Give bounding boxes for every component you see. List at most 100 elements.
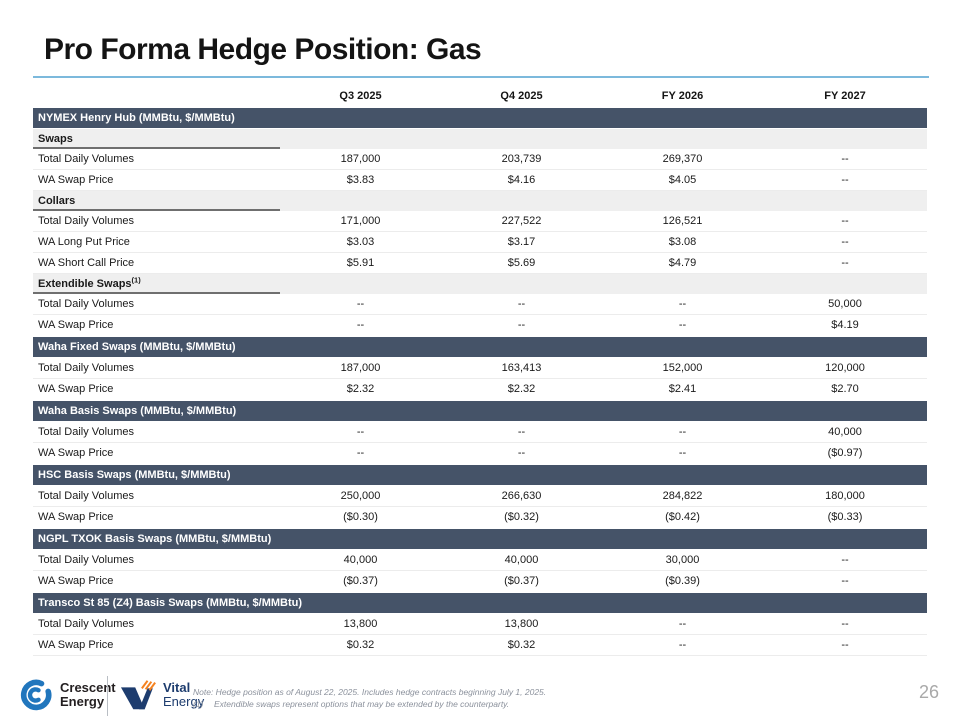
- row-label: Total Daily Volumes: [33, 485, 280, 507]
- row-value: 269,370: [602, 149, 763, 170]
- row-value: $2.32: [280, 378, 441, 401]
- row-value: 40,000: [280, 549, 441, 571]
- row-label: Total Daily Volumes: [33, 294, 280, 315]
- footnote-marker: (1): [193, 699, 204, 710]
- data-row: WA Swap Price ($0.37) ($0.37) ($0.39) --: [33, 570, 927, 593]
- row-value: --: [763, 570, 927, 593]
- row-value: $3.17: [441, 231, 602, 253]
- row-value: --: [441, 421, 602, 443]
- row-value: 40,000: [763, 421, 927, 443]
- row-value: 30,000: [602, 549, 763, 571]
- row-value: $5.91: [280, 252, 441, 274]
- footer-note: Note: Hedge position as of August 22, 20…: [193, 686, 546, 711]
- group-label: Extendible Swaps: [38, 278, 132, 290]
- group-underline: [33, 292, 280, 294]
- group-label: Collars: [38, 195, 76, 207]
- row-label: Total Daily Volumes: [33, 421, 280, 443]
- row-value: --: [763, 169, 927, 191]
- row-value: ($0.37): [441, 570, 602, 593]
- row-value: --: [763, 211, 927, 232]
- row-value: 180,000: [763, 485, 927, 507]
- row-label: WA Swap Price: [33, 506, 280, 529]
- row-value: --: [280, 314, 441, 337]
- row-value: $0.32: [280, 634, 441, 656]
- section-row: Transco St 85 (Z4) Basis Swaps (MMBtu, $…: [33, 591, 927, 614]
- row-value: 126,521: [602, 211, 763, 232]
- row-value: --: [602, 314, 763, 337]
- section-label: HSC Basis Swaps (MMBtu, $/MMBtu): [38, 469, 231, 481]
- hedge-table-body: NYMEX Henry Hub (MMBtu, $/MMBtu) Swaps Tot…: [33, 106, 927, 656]
- data-row: Total Daily Volumes 250,000 266,630 284,822…: [33, 485, 927, 507]
- column-header-row: Q3 2025 Q4 2025 FY 2026 FY 2027: [33, 86, 927, 107]
- row-value: --: [602, 634, 763, 656]
- hedge-position-table-container: Q3 2025 Q4 2025 FY 2026 FY 2027 NYMEX He…: [33, 86, 927, 656]
- row-value: 152,000: [602, 357, 763, 379]
- row-value: 203,739: [441, 149, 602, 170]
- row-value: 40,000: [441, 549, 602, 571]
- section-row: NYMEX Henry Hub (MMBtu, $/MMBtu): [33, 106, 927, 129]
- section-label: Transco St 85 (Z4) Basis Swaps (MMBtu, $…: [38, 597, 303, 609]
- section-label: Waha Basis Swaps (MMBtu, $/MMBtu): [38, 405, 237, 417]
- row-label: WA Swap Price: [33, 634, 280, 656]
- row-value: 250,000: [280, 485, 441, 507]
- section-label: Waha Fixed Swaps (MMBtu, $/MMBtu): [38, 341, 236, 353]
- data-row: WA Short Call Price $5.91 $5.69 $4.79 --: [33, 252, 927, 274]
- row-value: 187,000: [280, 149, 441, 170]
- row-value: ($0.37): [280, 570, 441, 593]
- footnote-text: Extendible swaps represent options that …: [214, 699, 510, 710]
- crescent-logo-line1: Crescent: [60, 680, 116, 696]
- group-row: Extendible Swaps(1): [33, 273, 927, 294]
- data-row: WA Swap Price $2.32 $2.32 $2.41 $2.70: [33, 378, 927, 401]
- data-row: Total Daily Volumes 171,000 227,522 126,521…: [33, 211, 927, 232]
- data-row: Total Daily Volumes 187,000 203,739 269,370…: [33, 149, 927, 170]
- row-value: --: [602, 294, 763, 315]
- row-value: --: [763, 231, 927, 253]
- section-label: NYMEX Henry Hub (MMBtu, $/MMBtu): [38, 112, 235, 124]
- vital-energy-logo: Vital Energy: [120, 679, 204, 711]
- section-row: NGPL TXOK Basis Swaps (MMBtu, $/MMBtu): [33, 527, 927, 550]
- row-label: WA Short Call Price: [33, 252, 280, 274]
- data-row: Total Daily Volumes 13,800 13,800 -- --: [33, 613, 927, 635]
- data-row: Total Daily Volumes 187,000 163,413 152,000…: [33, 357, 927, 379]
- footer-note-line2: (1) Extendible swaps represent options t…: [193, 698, 546, 710]
- section-header: Waha Fixed Swaps (MMBtu, $/MMBtu): [33, 335, 927, 358]
- vital-logo-line1: Vital: [163, 680, 191, 696]
- page-number: 26: [918, 682, 939, 702]
- section-header: NGPL TXOK Basis Swaps (MMBtu, $/MMBtu): [33, 527, 927, 550]
- section-header: NYMEX Henry Hub (MMBtu, $/MMBtu): [33, 106, 927, 129]
- data-row: Total Daily Volumes -- -- -- 50,000: [33, 294, 927, 315]
- data-row: WA Swap Price $3.83 $4.16 $4.05 --: [33, 169, 927, 191]
- group-underline: [33, 209, 280, 211]
- row-value: $4.79: [602, 252, 763, 274]
- vital-energy-logo-icon: [120, 680, 156, 710]
- data-row: WA Swap Price -- -- -- ($0.97): [33, 442, 927, 465]
- row-value: --: [280, 442, 441, 465]
- page-title: Pro Forma Hedge Position: Gas: [44, 33, 482, 66]
- column-header-q4-2025: Q4 2025: [500, 90, 543, 102]
- section-header: Transco St 85 (Z4) Basis Swaps (MMBtu, $…: [33, 591, 927, 614]
- row-value: 50,000: [763, 294, 927, 315]
- row-value: 266,630: [441, 485, 602, 507]
- row-value: $0.32: [441, 634, 602, 656]
- row-value: --: [602, 442, 763, 465]
- section-row: HSC Basis Swaps (MMBtu, $/MMBtu): [33, 463, 927, 486]
- row-value: ($0.33): [763, 506, 927, 529]
- data-row: WA Long Put Price $3.03 $3.17 $3.08 --: [33, 231, 927, 253]
- row-value: ($0.97): [763, 442, 927, 465]
- data-row: WA Swap Price -- -- -- $4.19: [33, 314, 927, 337]
- crescent-energy-logo-text: Crescent Energy: [60, 681, 116, 708]
- group-row: Swaps: [33, 128, 927, 149]
- row-label: WA Long Put Price: [33, 231, 280, 253]
- vital-energy-logo-text: Vital Energy: [163, 681, 204, 708]
- row-label: WA Swap Price: [33, 378, 280, 401]
- column-header-fy-2026: FY 2026: [661, 90, 704, 102]
- group-row: Collars: [33, 190, 927, 211]
- row-value: $4.19: [763, 314, 927, 337]
- section-row: Waha Fixed Swaps (MMBtu, $/MMBtu): [33, 335, 927, 358]
- row-value: 187,000: [280, 357, 441, 379]
- row-value: --: [763, 549, 927, 571]
- section-row: Waha Basis Swaps (MMBtu, $/MMBtu): [33, 399, 927, 422]
- row-value: $4.05: [602, 169, 763, 191]
- row-label: WA Swap Price: [33, 442, 280, 465]
